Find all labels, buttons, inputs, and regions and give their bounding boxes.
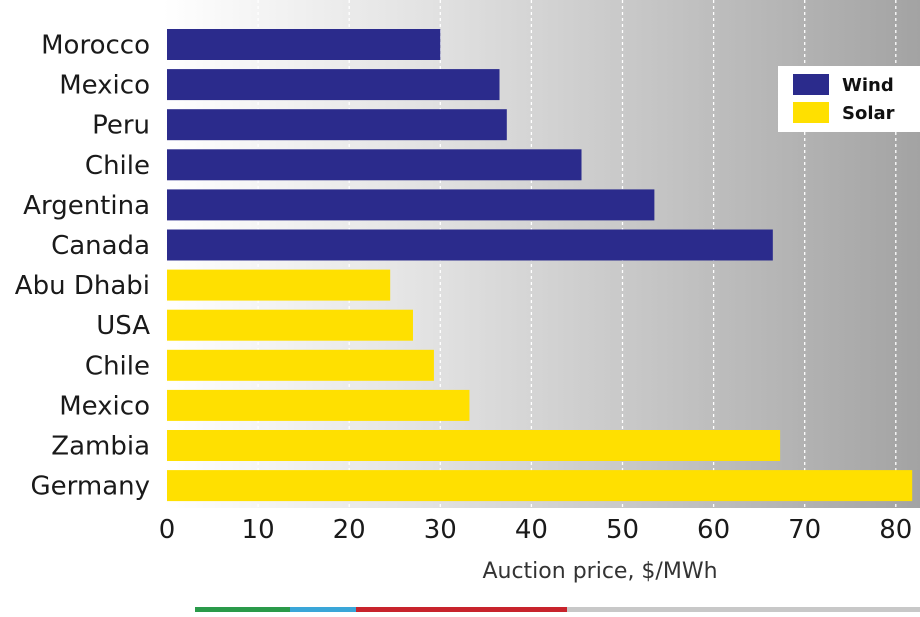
category-label: Abu Dhabi: [15, 271, 150, 301]
category-label: Chile: [85, 351, 150, 381]
bar-solar-zambia: [167, 430, 781, 461]
x-axis-title: Auction price, $/MWh: [482, 559, 717, 584]
legend-label-wind: Wind: [842, 75, 894, 96]
category-label: Peru: [92, 111, 150, 141]
bar-solar-abu-dhabi: [167, 269, 391, 301]
bar-wind-argentina: [167, 189, 655, 221]
x-tick-label: 50: [606, 515, 639, 545]
category-label: Canada: [51, 231, 150, 261]
bar-wind-mexico: [167, 69, 500, 101]
bar-wind-morocco: [167, 29, 441, 60]
bar-wind-chile: [167, 149, 582, 181]
x-tick-label: 10: [242, 515, 275, 545]
legend-swatch-solar: [793, 102, 829, 123]
bars: [167, 29, 913, 502]
category-label: Chile: [85, 151, 150, 181]
category-label: Morocco: [41, 31, 150, 61]
x-tick-label: 70: [788, 515, 821, 545]
x-tick-label: 60: [697, 515, 730, 545]
x-tick-labels: 0 10 20 30 40 50 60 70 80: [159, 515, 913, 545]
category-label: Zambia: [51, 432, 150, 462]
bar-solar-chile: [167, 349, 434, 381]
bar-solar-mexico: [167, 389, 470, 421]
bar-solar-germany: [167, 470, 913, 502]
category-labels: Morocco Mexico Peru Chile Argentina Canada Abu…: [15, 31, 150, 502]
x-tick-label: 0: [159, 515, 176, 545]
bar-solar-usa: [167, 309, 413, 341]
x-tick-label: 20: [333, 515, 366, 545]
bottom-color-strip: [195, 607, 920, 612]
x-tick-label: 30: [424, 515, 457, 545]
bar-wind-canada: [167, 229, 773, 261]
bar-wind-peru: [167, 109, 507, 141]
x-tick-label: 80: [879, 515, 912, 545]
category-label: Germany: [30, 472, 150, 502]
legend: Wind Solar: [778, 66, 920, 132]
category-label: Argentina: [23, 191, 150, 221]
category-label: USA: [96, 311, 150, 341]
legend-swatch-wind: [793, 74, 829, 95]
category-label: Mexico: [59, 391, 150, 421]
category-label: Mexico: [59, 71, 150, 101]
legend-label-solar: Solar: [842, 103, 895, 124]
x-tick-label: 40: [515, 515, 548, 545]
